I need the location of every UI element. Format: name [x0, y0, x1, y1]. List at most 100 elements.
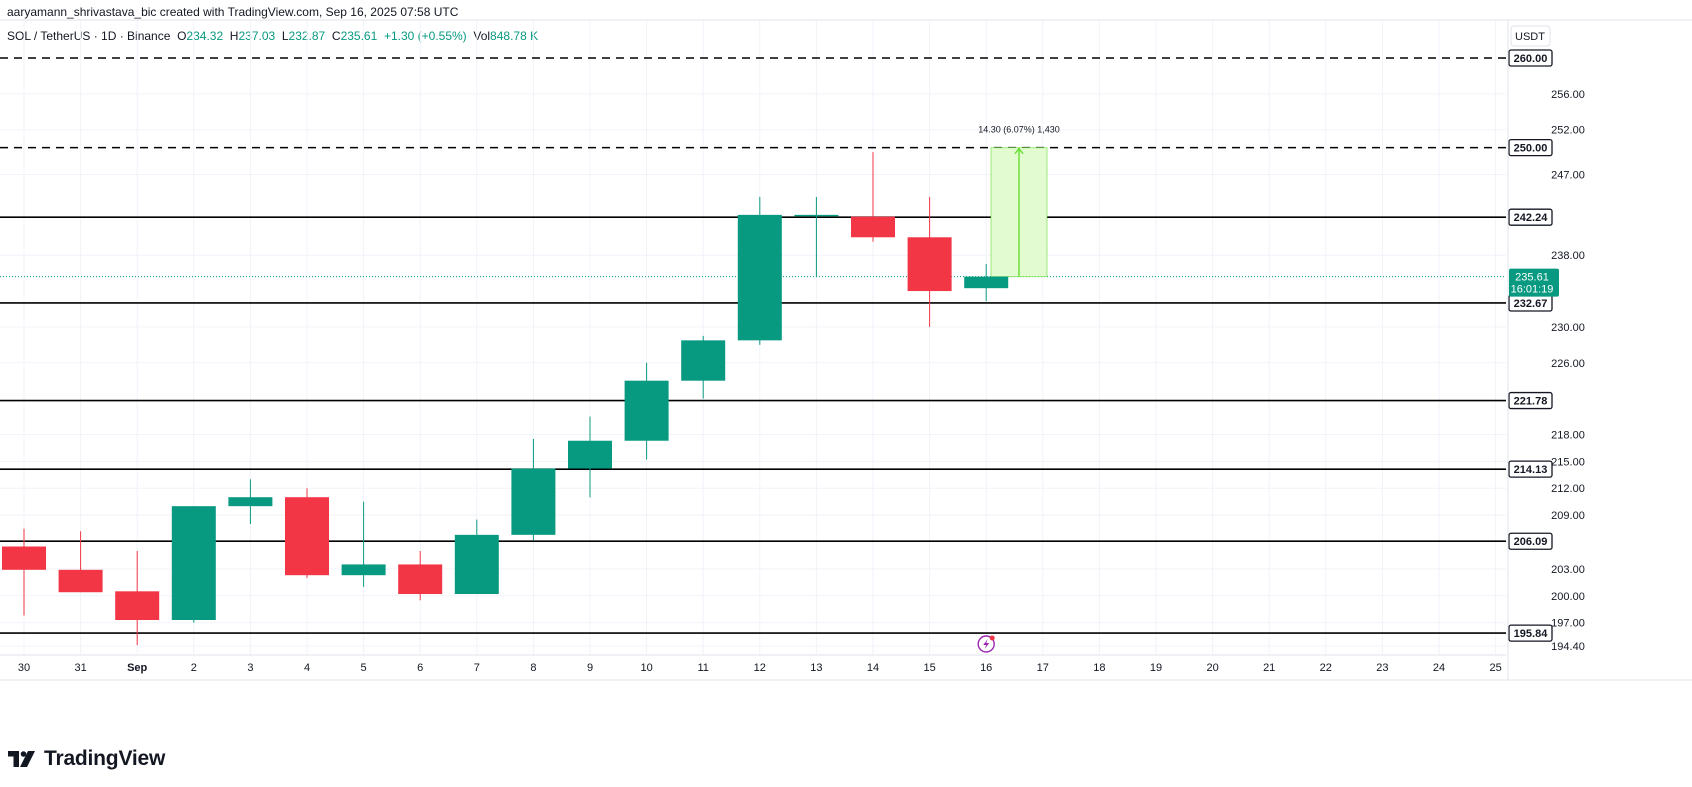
date-tick-label: 7 — [474, 662, 480, 674]
candlestick-series — [2, 152, 1009, 646]
price-tick-label: 215.00 — [1551, 456, 1585, 468]
date-tick-label: 21 — [1263, 662, 1275, 674]
event-bolt-icon — [983, 639, 990, 649]
date-tick-label: 9 — [587, 662, 593, 674]
currency-label: USDT — [1515, 31, 1545, 43]
date-tick-label: 8 — [530, 662, 536, 674]
high-label: H — [229, 29, 239, 43]
date-tick-label: 12 — [754, 662, 766, 674]
last-price-badge — [1509, 268, 1559, 297]
level-price-badge — [1508, 624, 1553, 642]
countdown-label: 16:01:19 — [1511, 284, 1554, 296]
date-tick-label: 20 — [1206, 662, 1218, 674]
close-label: C — [331, 29, 341, 43]
date-tick-label: 15 — [923, 662, 935, 674]
price-tick-label: 197.00 — [1551, 618, 1585, 630]
date-tick-label: 10 — [640, 662, 652, 674]
candle-body — [454, 534, 499, 595]
candle-body — [398, 564, 443, 595]
date-tick-label: 17 — [1037, 662, 1049, 674]
symbol-name[interactable]: SOL / TetherUS · 1D · Binance — [7, 29, 171, 43]
candle-body — [341, 564, 386, 576]
date-tick-label: Sep — [127, 662, 147, 674]
price-tick-label: 247.00 — [1551, 170, 1585, 182]
level-price-label: 250.00 — [1514, 143, 1548, 155]
date-tick-label: 11 — [697, 662, 708, 674]
price-tick-label: 200.00 — [1551, 591, 1585, 603]
candle-body — [964, 276, 1009, 289]
level-price-label: 195.84 — [1514, 628, 1549, 640]
tradingview-logo[interactable]: TradingView — [8, 747, 165, 771]
level-price-badge — [1508, 391, 1553, 410]
chart-credit: aaryamann_shrivastava_bic created with T… — [7, 5, 459, 19]
candle-body — [681, 340, 726, 381]
price-tick-label: 203.00 — [1551, 564, 1585, 576]
date-tick-label: 2 — [191, 662, 197, 674]
date-tick-label: 19 — [1150, 662, 1162, 674]
candle-body — [228, 497, 273, 507]
date-tick-label: 31 — [74, 662, 86, 674]
date-tick-label: 30 — [18, 662, 30, 674]
candle-body — [115, 591, 160, 621]
date-tick-label: 18 — [1093, 662, 1105, 674]
level-price-label: 232.67 — [1514, 298, 1548, 310]
level-price-label: 206.09 — [1514, 536, 1548, 548]
horizontal-levels — [0, 57, 1506, 634]
level-price-label: 242.24 — [1514, 212, 1549, 224]
time-axis[interactable]: 30 31 Sep 2 3 4 5 6 7 8 9 10 11 12 13 14 15 16 17 18 19 20 21 2… — [18, 662, 1502, 674]
chart-grid — [0, 20, 1506, 655]
candle-body — [624, 380, 669, 441]
date-tick-label: 25 — [1489, 662, 1501, 674]
candle-body — [568, 440, 612, 469]
date-tick-label: 4 — [304, 662, 310, 674]
price-tick-label: 252.00 — [1551, 125, 1585, 137]
price-tick-label: 256.00 — [1551, 89, 1585, 101]
level-price-badge — [1508, 460, 1553, 478]
price-tick-label: 212.00 — [1551, 483, 1585, 495]
tradingview-logo-text: TradingView — [44, 747, 166, 770]
date-tick-label: 14 — [867, 662, 879, 674]
level-price-badge — [1508, 208, 1553, 226]
candle-body — [285, 497, 329, 576]
level-price-label: 221.78 — [1514, 396, 1548, 408]
event-dot-icon — [989, 635, 995, 641]
level-price-badge — [1508, 532, 1553, 550]
price-tick-label: 194.40 — [1551, 641, 1585, 653]
level-price-badge — [1508, 138, 1553, 157]
price-tick-label: 238.00 — [1551, 250, 1585, 262]
date-tick-label: 13 — [810, 662, 822, 674]
tradingview-logo-icon — [8, 751, 35, 767]
candle-body — [2, 546, 46, 570]
candle-body — [171, 506, 216, 621]
measure-arrow-head — [1014, 147, 1024, 155]
candle-body — [794, 214, 839, 217]
price-tick-label: 226.00 — [1551, 358, 1585, 370]
high-value: 237.03 — [238, 29, 276, 43]
level-price-label: 260.00 — [1514, 53, 1548, 65]
candle-body — [907, 237, 952, 292]
last-price-label: 235.61 — [1515, 272, 1549, 284]
price-axis[interactable]: 256.00 252.00 247.00 238.00 230.00 226.00 218.… — [1508, 25, 1585, 653]
candle-body — [58, 569, 103, 593]
candle-body — [851, 216, 895, 238]
price-range-measure[interactable]: 14.30 (6.07%) 1,430 — [978, 125, 1060, 278]
candle-body — [511, 468, 556, 535]
price-tick-label: 209.00 — [1551, 510, 1585, 522]
change-value: +1.30 (+0.55%) — [383, 29, 467, 43]
volume-label: Vol — [473, 29, 491, 43]
measure-label: 14.30 (6.07%) 1,430 — [978, 125, 1060, 135]
date-tick-label: 6 — [417, 662, 423, 674]
date-tick-label: 23 — [1376, 662, 1388, 674]
date-tick-label: 3 — [247, 662, 253, 674]
price-tick-label: 218.00 — [1551, 429, 1585, 441]
currency-badge — [1510, 25, 1551, 47]
price-tick-label: 230.00 — [1551, 322, 1585, 334]
level-price-badge — [1508, 49, 1553, 67]
volume-value: 848.78 K — [490, 29, 539, 43]
date-tick-label: 5 — [361, 662, 367, 674]
open-label: O — [177, 29, 187, 43]
date-tick-label: 22 — [1320, 662, 1332, 674]
symbol-legend: SOL / TetherUS · 1D · Binance O234.32 H2… — [7, 29, 538, 43]
price-chart[interactable]: 14.30 (6.07%) 1,430 256.00252.00247.0023… — [0, 0, 1692, 740]
close-value: 235.61 — [340, 29, 378, 43]
